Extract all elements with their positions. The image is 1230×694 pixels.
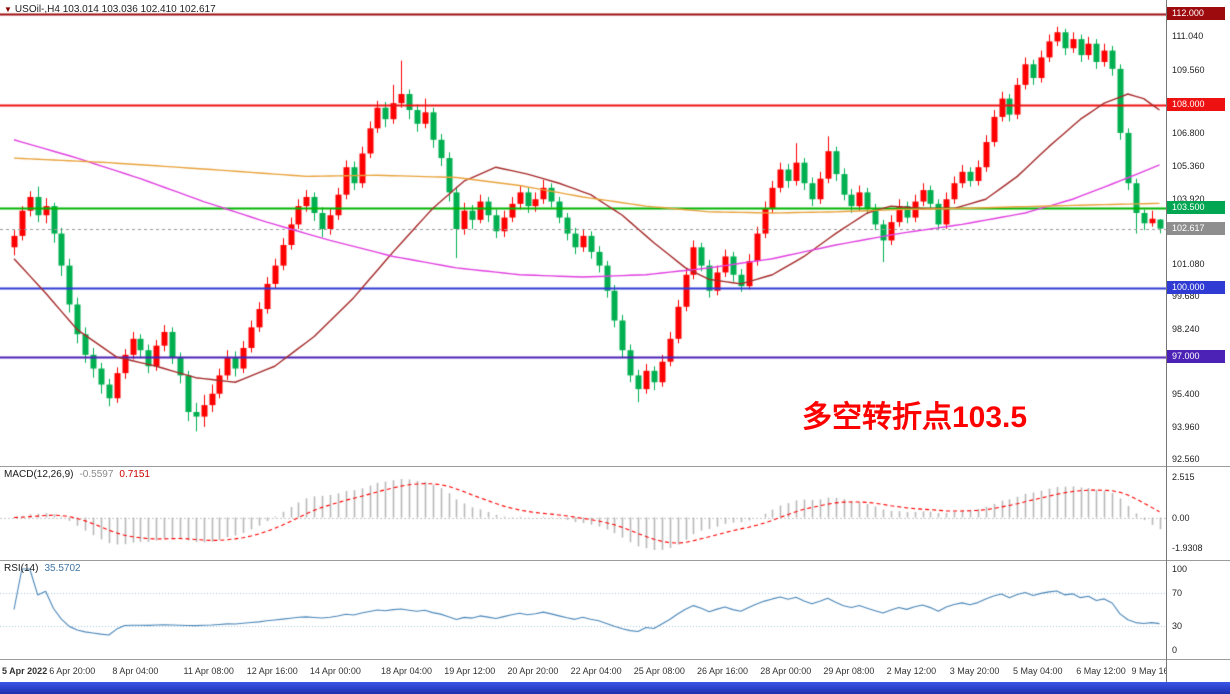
time-label: 8 Apr 04:00 xyxy=(112,666,159,676)
time-label: 19 Apr 12:00 xyxy=(444,666,496,676)
price-tick-label: 105.360 xyxy=(1172,160,1205,171)
time-label: 5 May 04:00 xyxy=(1013,666,1063,676)
price-tick-label: 106.800 xyxy=(1172,127,1205,138)
window-bottom-bar xyxy=(0,682,1230,694)
macd-main-value: -0.5597 xyxy=(79,469,114,480)
price-badge: 103.500 xyxy=(1167,201,1225,215)
time-label: 12 Apr 16:00 xyxy=(246,666,298,676)
rsi-tick-label: 70 xyxy=(1172,588,1183,599)
macd-tick-label: -1.9308 xyxy=(1172,543,1203,554)
price-chart-canvas[interactable] xyxy=(0,0,1166,466)
time-label: 6 Apr 20:00 xyxy=(49,666,96,676)
macd-header: MACD(12,26,9) -0.5597 0.7151 xyxy=(4,469,150,480)
macd-tick-label: 2.515 xyxy=(1172,472,1195,483)
price-tick-label: 95.400 xyxy=(1172,388,1200,399)
chart-header: ▼ USOil-,H4 103.014 103.036 102.410 102.6… xyxy=(4,4,216,15)
price-axis[interactable]: 111.040 109.560 106.800 105.360 103.920 101.0… xyxy=(1167,0,1230,682)
macd-title: MACD(12,26,9) xyxy=(4,469,74,480)
chart-annotation-text[interactable]: 多空转折点103.5 xyxy=(802,401,1028,434)
price-badge: 100.000 xyxy=(1167,281,1225,295)
rsi-indicator-canvas[interactable] xyxy=(0,561,1166,658)
rsi-title: RSI(14) xyxy=(4,563,39,574)
price-tick-label: 103.920 xyxy=(1172,193,1205,204)
time-label: 14 Apr 00:00 xyxy=(309,666,361,676)
price-badge: 108.000 xyxy=(1167,98,1225,112)
price-tick-label: 99.680 xyxy=(1172,290,1200,301)
price-tick-label: 109.560 xyxy=(1172,64,1205,75)
price-tick-label: 101.080 xyxy=(1172,258,1205,269)
time-label: 22 Apr 04:00 xyxy=(570,666,622,676)
time-label: 29 Apr 08:00 xyxy=(823,666,875,676)
panel-separator[interactable] xyxy=(0,466,1230,467)
time-label: 18 Apr 04:00 xyxy=(381,666,433,676)
rsi-tick-label: 0 xyxy=(1172,645,1178,655)
rsi-tick-label: 100 xyxy=(1172,564,1188,574)
panel-separator xyxy=(0,659,1230,660)
sell-marker-icon: ▼ xyxy=(4,5,12,14)
rsi-tick-label: 30 xyxy=(1172,620,1183,631)
time-label: 6 May 12:00 xyxy=(1076,666,1126,676)
panel-separator[interactable] xyxy=(0,560,1230,561)
rsi-header: RSI(14) 35.5702 xyxy=(4,563,81,574)
time-label: 25 Apr 08:00 xyxy=(633,666,685,676)
price-badge: 97.000 xyxy=(1167,350,1225,364)
time-label: 9 May 16:00 xyxy=(1131,666,1182,676)
price-tick-label: 111.040 xyxy=(1172,30,1204,41)
macd-tick-label: 0.00 xyxy=(1172,512,1190,523)
time-label: 5 Apr 2022 xyxy=(2,666,48,676)
macd-indicator-canvas[interactable] xyxy=(0,467,1166,560)
price-axis-border xyxy=(1166,0,1167,682)
time-label: 11 Apr 08:00 xyxy=(183,666,234,676)
time-axis[interactable]: 5 Apr 2022 6 Apr 20:00 8 Apr 04:00 11 Apr 0… xyxy=(0,660,1230,682)
time-label: 26 Apr 16:00 xyxy=(697,666,749,676)
price-tick-label: 92.560 xyxy=(1172,453,1200,464)
symbol-timeframe-label: USOil-,H4 xyxy=(14,4,60,15)
price-badge: 102.617 xyxy=(1167,221,1225,235)
price-tick-label: 93.960 xyxy=(1172,421,1200,432)
price-badge: 112.000 xyxy=(1167,6,1225,20)
time-label: 2 May 12:00 xyxy=(886,666,937,676)
time-label: 3 May 20:00 xyxy=(949,666,1000,676)
ohlc-readout: 103.014 103.036 102.410 102.617 xyxy=(62,4,216,15)
macd-signal-value: 0.7151 xyxy=(119,469,150,480)
time-label: 20 Apr 20:00 xyxy=(507,666,559,676)
time-label: 28 Apr 00:00 xyxy=(760,666,812,676)
rsi-value: 35.5702 xyxy=(44,563,81,574)
price-tick-label: 98.240 xyxy=(1172,323,1200,334)
